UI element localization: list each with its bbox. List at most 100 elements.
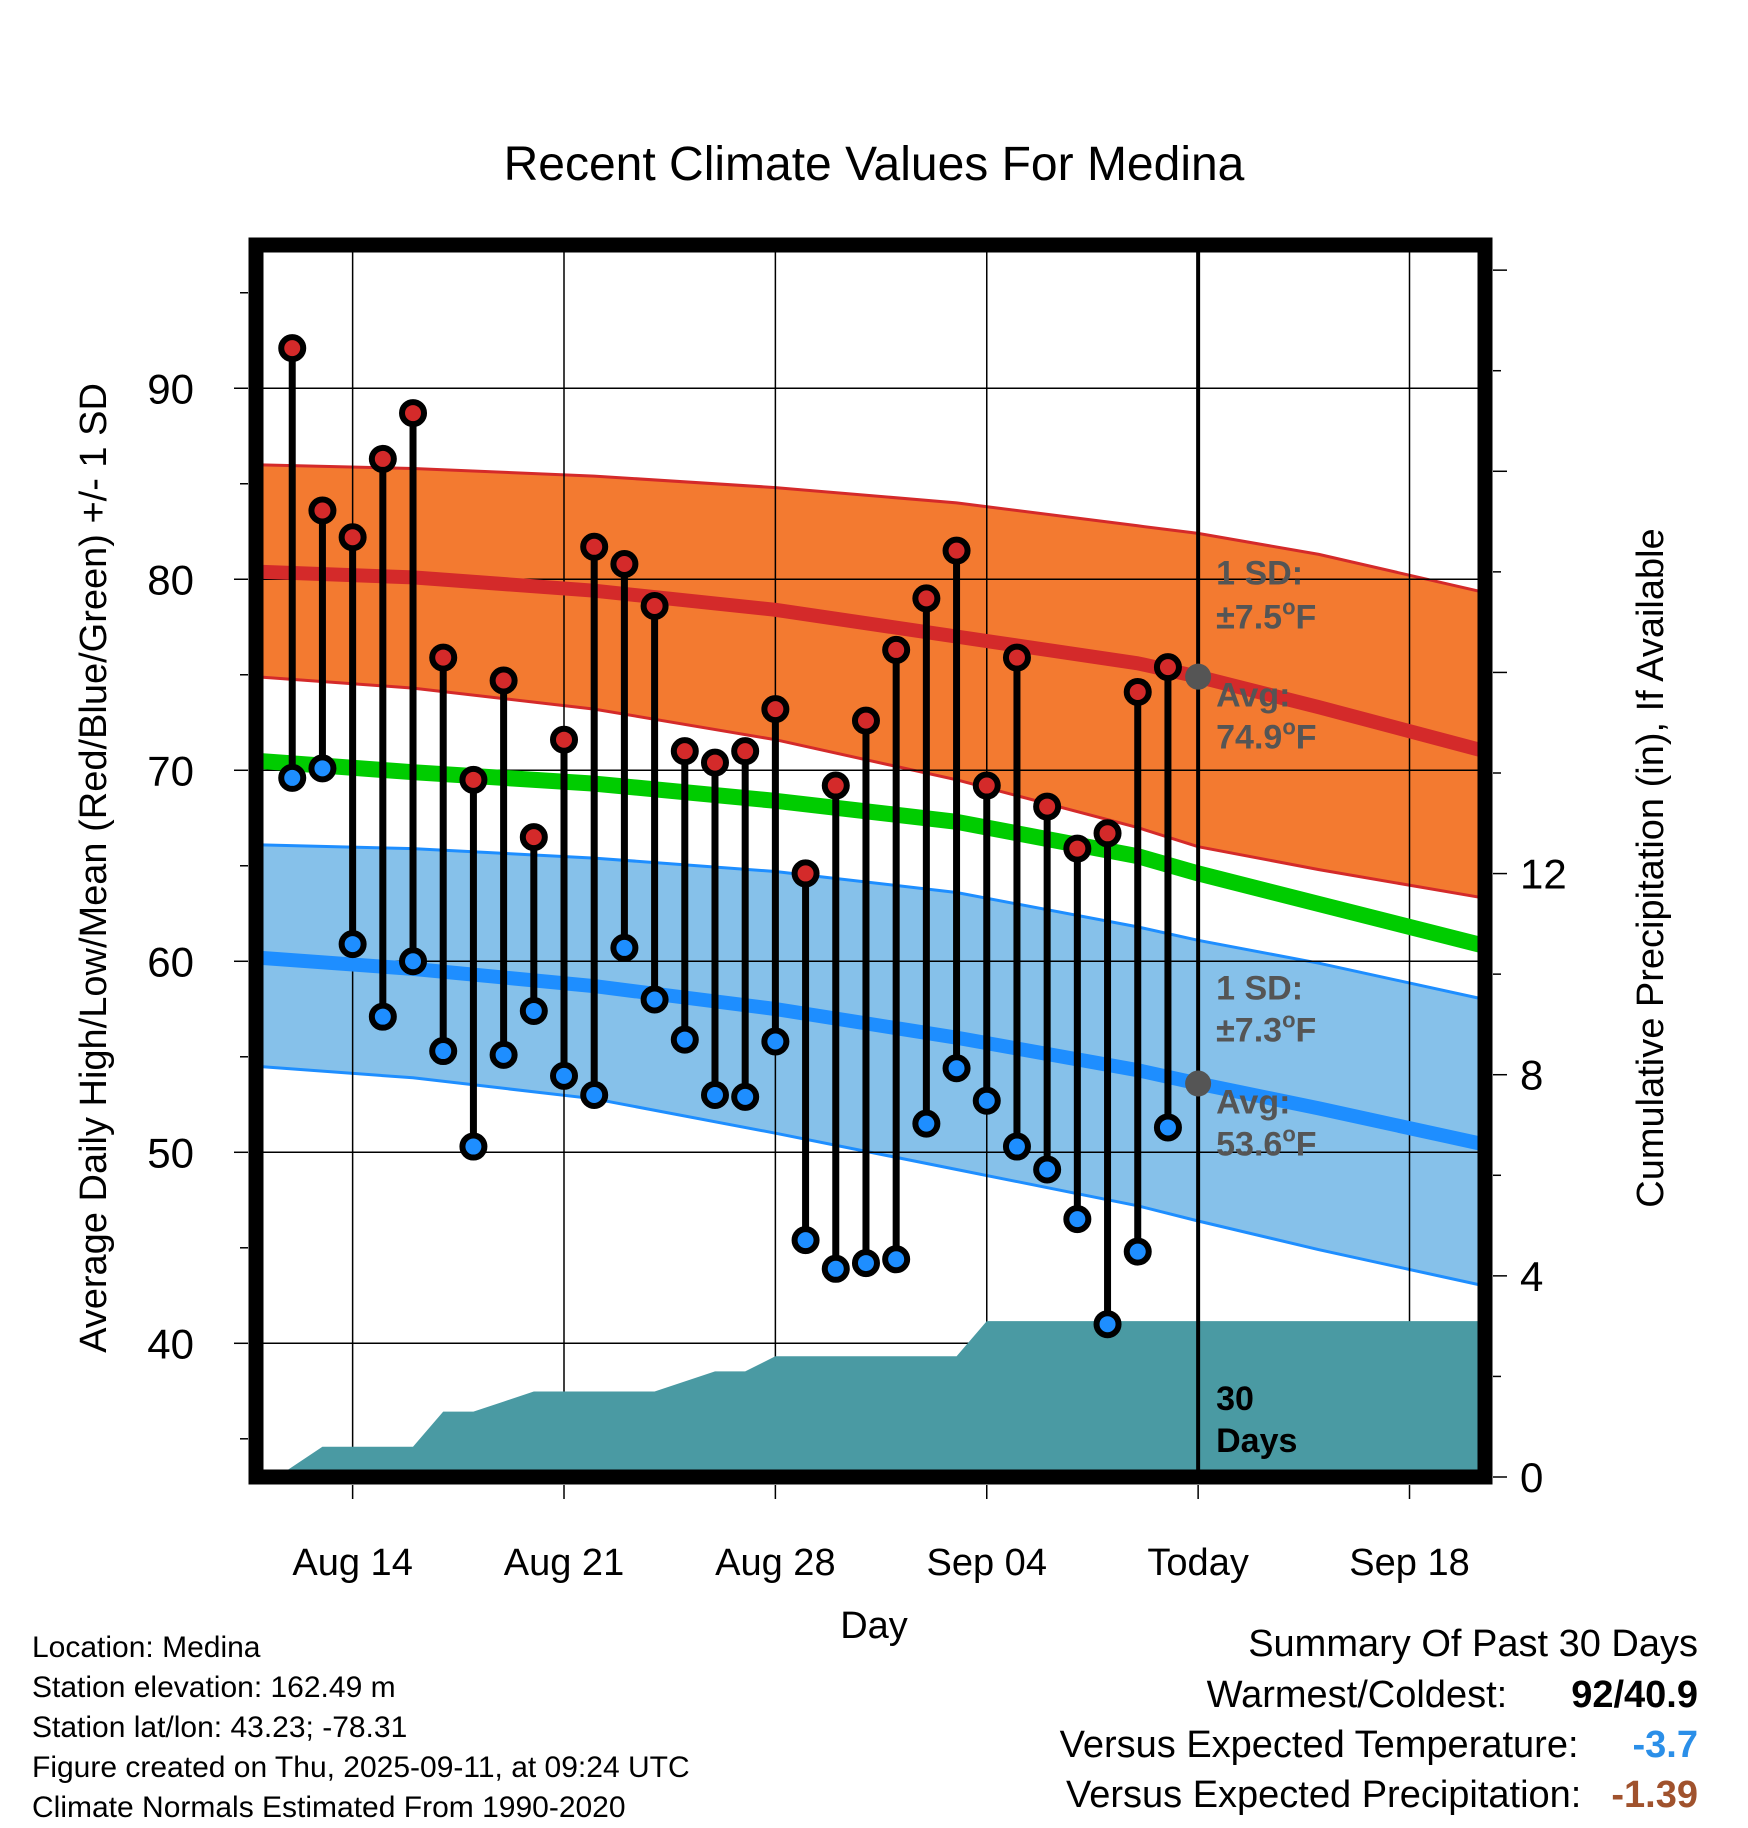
x-tick-label-3: Sep 04 xyxy=(927,1542,1047,1584)
precip-days-label: Days xyxy=(1216,1422,1297,1460)
footer-latlon: Station lat/lon: 43.23; -78.31 xyxy=(32,1711,408,1744)
x-tick-label-1: Aug 21 xyxy=(504,1542,624,1584)
summary-temp-value: -3.7 xyxy=(1632,1724,1698,1766)
daily-high-point-12 xyxy=(640,592,669,621)
daily-low-point-18 xyxy=(821,1254,850,1283)
low-sd-label: 1 SD: xyxy=(1216,970,1303,1008)
daily-high-point-29 xyxy=(1153,653,1182,682)
today-high-avg-marker xyxy=(1185,663,1212,690)
daily-low-point-17 xyxy=(791,1226,820,1255)
daily-high-point-4 xyxy=(399,399,428,428)
low-sd-value: ±7.3oF xyxy=(1216,1008,1316,1050)
daily-high-point-6 xyxy=(459,765,488,794)
daily-high-point-13 xyxy=(670,737,699,766)
precipitation-area-group xyxy=(262,1321,1485,1477)
daily-high-point-21 xyxy=(912,584,941,613)
daily-high-point-15 xyxy=(731,737,760,766)
daily-low-point-14 xyxy=(700,1080,729,1109)
x-axis-label: Day xyxy=(840,1605,908,1647)
daily-low-point-3 xyxy=(368,1002,397,1031)
high-avg-label: Avg: xyxy=(1216,677,1290,715)
y-tick-label-60: 60 xyxy=(147,938,194,985)
y-tick-label-40: 40 xyxy=(147,1320,194,1367)
daily-low-point-16 xyxy=(761,1027,790,1056)
daily-high-point-25 xyxy=(1033,792,1062,821)
daily-low-point-25 xyxy=(1033,1155,1062,1184)
daily-low-point-9 xyxy=(550,1061,579,1090)
y2-tick-label-0: 0 xyxy=(1520,1454,1543,1501)
daily-high-point-26 xyxy=(1063,834,1092,863)
daily-low-point-11 xyxy=(610,933,639,962)
y-axis-label: Average Daily High/Low/Mean (Red/Blue/Gr… xyxy=(73,383,115,1353)
daily-high-point-18 xyxy=(821,771,850,800)
daily-low-point-8 xyxy=(519,996,548,1025)
footer-created: Figure created on Thu, 2025-09-11, at 09… xyxy=(32,1751,690,1784)
daily-high-point-23 xyxy=(972,771,1001,800)
daily-high-point-8 xyxy=(519,823,548,852)
daily-high-point-22 xyxy=(942,536,971,565)
daily-low-point-28 xyxy=(1123,1237,1152,1266)
high-sd-label: 1 SD: xyxy=(1216,555,1303,593)
footer-location: Location: Medina xyxy=(32,1631,261,1664)
daily-high-point-7 xyxy=(489,666,518,695)
daily-low-point-12 xyxy=(640,985,669,1014)
daily-low-point-2 xyxy=(338,930,367,959)
daily-high-point-1 xyxy=(308,496,337,525)
y-tick-label-90: 90 xyxy=(147,365,194,412)
low-avg-value: 53.6oF xyxy=(1216,1122,1316,1164)
daily-low-point-21 xyxy=(912,1109,941,1138)
daily-high-point-9 xyxy=(550,725,579,754)
y-tick-label-50: 50 xyxy=(147,1129,194,1176)
axes-group: 40 50 60 70 80 90 0 4 8 12 Aug 14 Aug 21 Aug 28 Sep 0… xyxy=(147,269,1567,1584)
daily-low-point-6 xyxy=(459,1132,488,1161)
daily-low-point-20 xyxy=(882,1245,911,1274)
daily-high-point-11 xyxy=(610,549,639,578)
y2-tick-label-4: 4 xyxy=(1520,1253,1543,1300)
summary-title: Summary Of Past 30 Days xyxy=(1248,1623,1698,1665)
plot-frame xyxy=(248,237,1493,1485)
footer-normals: Climate Normals Estimated From 1990-2020 xyxy=(32,1791,626,1824)
daily-low-point-0 xyxy=(278,763,307,792)
x-tick-label-4: Today xyxy=(1147,1542,1248,1584)
daily-low-point-23 xyxy=(972,1086,1001,1115)
daily-high-point-0 xyxy=(278,334,307,363)
summary-warmest-row: Warmest/Coldest: 92/40.9 xyxy=(1207,1675,1698,1715)
y2-tick-label-8: 8 xyxy=(1520,1052,1543,1099)
x-tick-label-2: Aug 28 xyxy=(715,1542,835,1584)
daily-low-point-22 xyxy=(942,1054,971,1083)
y2-tick-label-12: 12 xyxy=(1520,851,1567,898)
daily-high-point-3 xyxy=(368,444,397,473)
daily-low-point-7 xyxy=(489,1040,518,1069)
precip-days-number: 30 xyxy=(1216,1380,1254,1418)
daily-low-point-24 xyxy=(1002,1132,1031,1161)
daily-high-point-16 xyxy=(761,695,790,724)
daily-low-point-4 xyxy=(399,947,428,976)
summary-precip-value: -1.39 xyxy=(1611,1774,1698,1816)
daily-low-point-13 xyxy=(670,1025,699,1054)
daily-low-point-26 xyxy=(1063,1205,1092,1234)
low-avg-label: Avg: xyxy=(1216,1084,1290,1122)
today-marker-group xyxy=(1185,245,1212,1477)
x-tick-label-5: Sep 18 xyxy=(1349,1542,1469,1584)
daily-low-point-27 xyxy=(1093,1310,1122,1339)
plot-frame-group xyxy=(248,237,1493,1485)
x-tick-label-0: Aug 14 xyxy=(292,1542,412,1584)
daily-observations xyxy=(278,334,1182,1339)
high-sd-band xyxy=(256,464,1485,899)
daily-low-point-10 xyxy=(580,1080,609,1109)
daily-high-point-10 xyxy=(580,532,609,561)
y-tick-label-70: 70 xyxy=(147,747,194,794)
chart-title: Recent Climate Values For Medina xyxy=(504,138,1245,191)
daily-high-point-14 xyxy=(700,748,729,777)
daily-high-point-17 xyxy=(791,859,820,888)
footer-elevation: Station elevation: 162.49 m xyxy=(32,1671,396,1704)
daily-high-point-20 xyxy=(882,635,911,664)
high-sd-value: ±7.5oF xyxy=(1216,595,1316,637)
daily-high-point-27 xyxy=(1093,819,1122,848)
summary-temp-row: Versus Expected Temperature: -3.7 xyxy=(1060,1725,1698,1765)
daily-low-point-15 xyxy=(731,1082,760,1111)
y-tick-label-80: 80 xyxy=(147,556,194,603)
daily-high-point-24 xyxy=(1002,643,1031,672)
summary-temp-label: Versus Expected Temperature: xyxy=(1059,1724,1579,1766)
